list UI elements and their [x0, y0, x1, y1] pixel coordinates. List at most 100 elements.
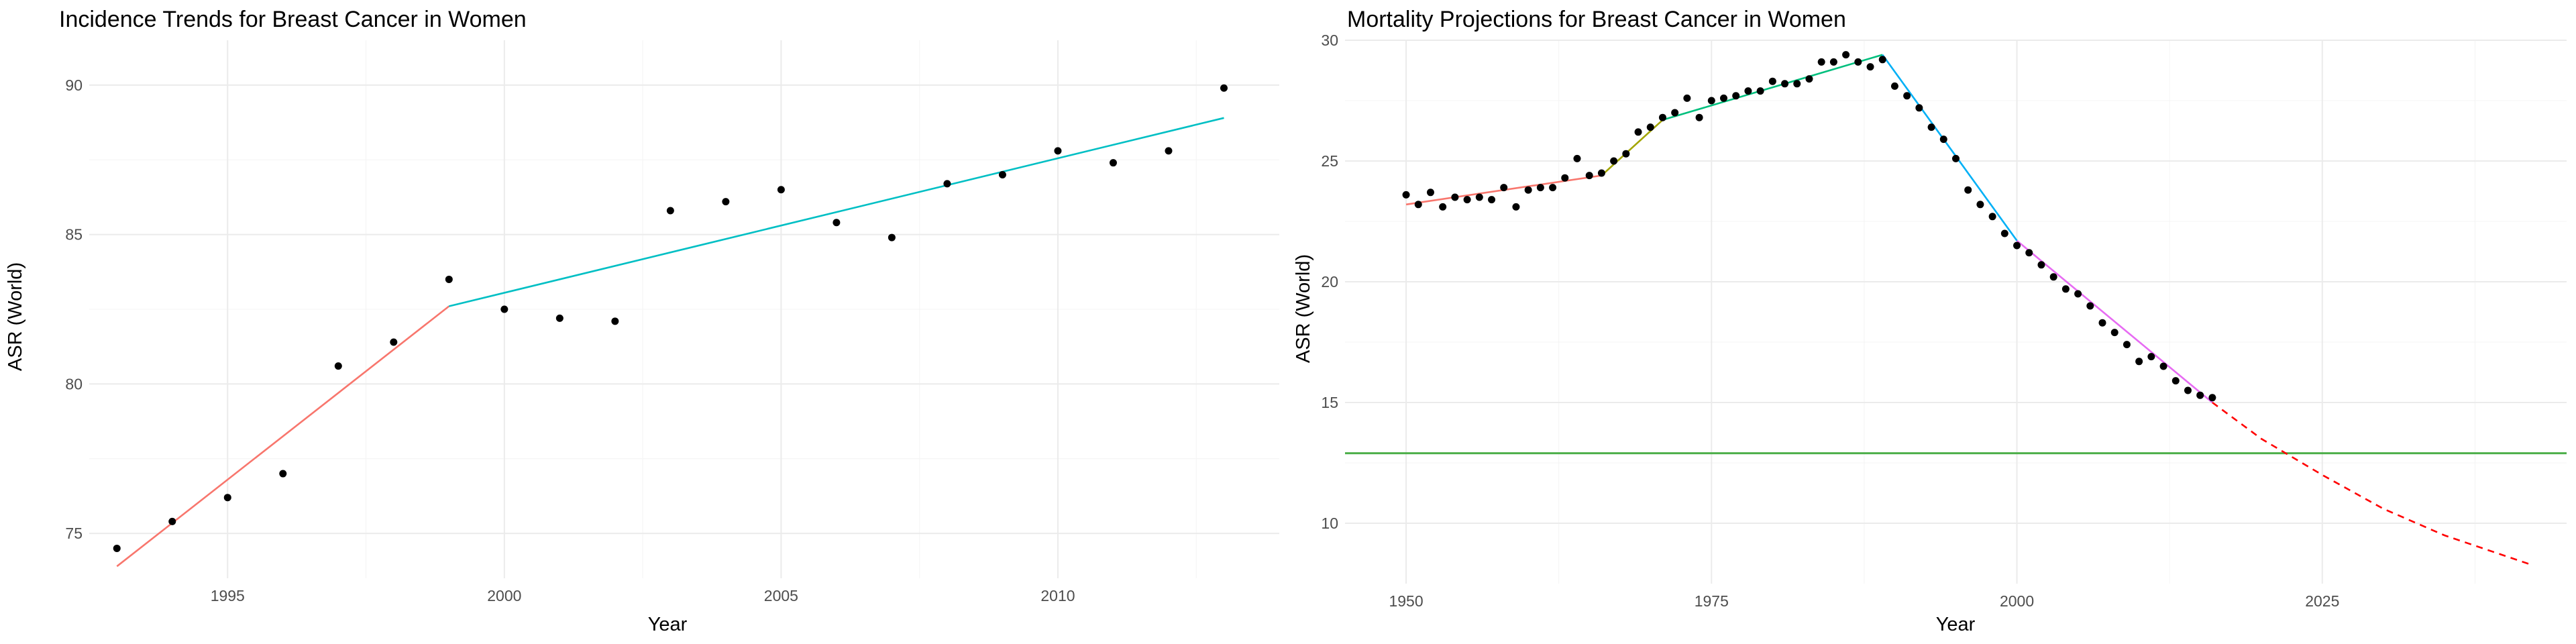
data-point [1414, 201, 1422, 209]
y-tick-label: 20 [1321, 273, 1338, 290]
data-point [1439, 203, 1447, 211]
data-point [1597, 169, 1605, 177]
data-point [1512, 203, 1520, 211]
data-point [2196, 391, 2204, 399]
data-point [1402, 191, 1410, 199]
x-axis-title-mortality: Year [1936, 614, 1976, 635]
data-point [833, 219, 841, 227]
data-point [1976, 201, 1984, 209]
data-point [2147, 353, 2155, 361]
chart-title-mortality: Mortality Projections for Breast Cancer … [1347, 7, 1846, 32]
data-point [1903, 92, 1911, 100]
data-points-mortality [1402, 51, 2216, 402]
y-tick-label: 85 [65, 226, 83, 244]
data-point [2110, 329, 2118, 337]
data-point [1720, 94, 1728, 102]
data-point [2049, 273, 2057, 281]
data-point [2061, 285, 2070, 293]
data-point [113, 544, 121, 552]
data-point [611, 317, 619, 325]
data-point [223, 494, 231, 502]
data-point [1610, 157, 1618, 165]
x-tick-label: 2025 [2305, 592, 2339, 610]
x-tick-label: 1950 [1389, 592, 1423, 610]
trend-segment [116, 305, 450, 568]
data-point [1805, 75, 1813, 83]
data-point [279, 470, 287, 478]
data-point [1866, 63, 1874, 71]
data-point [1536, 184, 1544, 192]
data-point [1927, 123, 1935, 131]
y-axis-title-incidence: ASR (World) [5, 262, 26, 371]
data-point [2025, 249, 2033, 257]
data-point [1622, 150, 1630, 158]
data-point [888, 233, 896, 241]
data-point [666, 207, 674, 215]
data-point [1220, 84, 1228, 92]
x-tick-label: 1975 [1695, 592, 1729, 610]
data-point [1549, 184, 1557, 192]
data-point [1756, 87, 1764, 95]
data-point [2184, 386, 2192, 394]
data-point [943, 180, 951, 188]
data-point [555, 314, 564, 322]
x-axis-title-incidence: Year [648, 614, 688, 635]
data-point [2000, 229, 2008, 237]
data-point [1426, 189, 1434, 197]
data-point [1695, 113, 1703, 121]
y-axis-title-mortality: ASR (World) [1293, 254, 1314, 363]
data-point [445, 275, 453, 283]
data-point [998, 171, 1006, 178]
x-tick-label: 2010 [1040, 587, 1075, 604]
gridlines-incidence [89, 40, 1279, 578]
data-point [1915, 104, 1923, 112]
data-points-incidence [113, 84, 1228, 552]
data-point [1054, 147, 1062, 155]
trend-lines-mortality [1405, 54, 2530, 566]
x-tick-label: 2000 [487, 587, 521, 604]
y-tick-labels-incidence: 75 80 85 90 [65, 76, 83, 542]
data-point [1475, 193, 1483, 201]
data-point [1952, 154, 1960, 162]
data-point [2098, 319, 2106, 327]
chart-incidence: Incidence Trends for Breast Cancer in Wo… [5, 7, 1279, 635]
data-point [1732, 92, 1740, 100]
x-tick-label: 2000 [2000, 592, 2034, 610]
data-point [1817, 58, 1825, 66]
data-point [1890, 82, 1898, 90]
data-point [1585, 172, 1593, 180]
data-point [1561, 174, 1569, 182]
y-tick-label: 30 [1321, 32, 1338, 49]
y-tick-label: 75 [65, 525, 83, 542]
data-point [777, 186, 785, 194]
data-point [1646, 123, 1654, 131]
data-point [1707, 97, 1715, 105]
data-point [1854, 58, 1862, 66]
data-point [1463, 196, 1471, 204]
data-point [722, 198, 730, 206]
data-point [2208, 394, 2216, 402]
trend-segment [1662, 54, 1883, 121]
data-point [1500, 184, 1508, 192]
data-point [1939, 136, 1947, 144]
x-tick-labels-incidence: 1995 2000 2005 2010 [211, 587, 1075, 604]
data-point [500, 305, 508, 313]
data-point [1524, 186, 1532, 194]
y-tick-labels-mortality: 10 15 20 25 30 [1321, 32, 1338, 532]
data-point [2159, 362, 2167, 370]
data-point [1781, 80, 1789, 88]
chart-title-incidence: Incidence Trends for Breast Cancer in Wo… [59, 7, 527, 32]
chart-mortality: Mortality Projections for Breast Cancer … [1293, 7, 2567, 635]
projection-line [2212, 401, 2530, 566]
data-point [1829, 58, 1837, 66]
data-point [334, 362, 342, 370]
data-point [1573, 154, 1581, 162]
x-tick-labels-mortality: 1950 1975 2000 2025 [1389, 592, 2339, 610]
y-tick-label: 25 [1321, 152, 1338, 170]
gridlines-mortality [1345, 40, 2567, 584]
data-point [2074, 290, 2082, 298]
data-point [1451, 193, 1459, 201]
data-point [1793, 80, 1801, 88]
data-point [1744, 87, 1752, 95]
